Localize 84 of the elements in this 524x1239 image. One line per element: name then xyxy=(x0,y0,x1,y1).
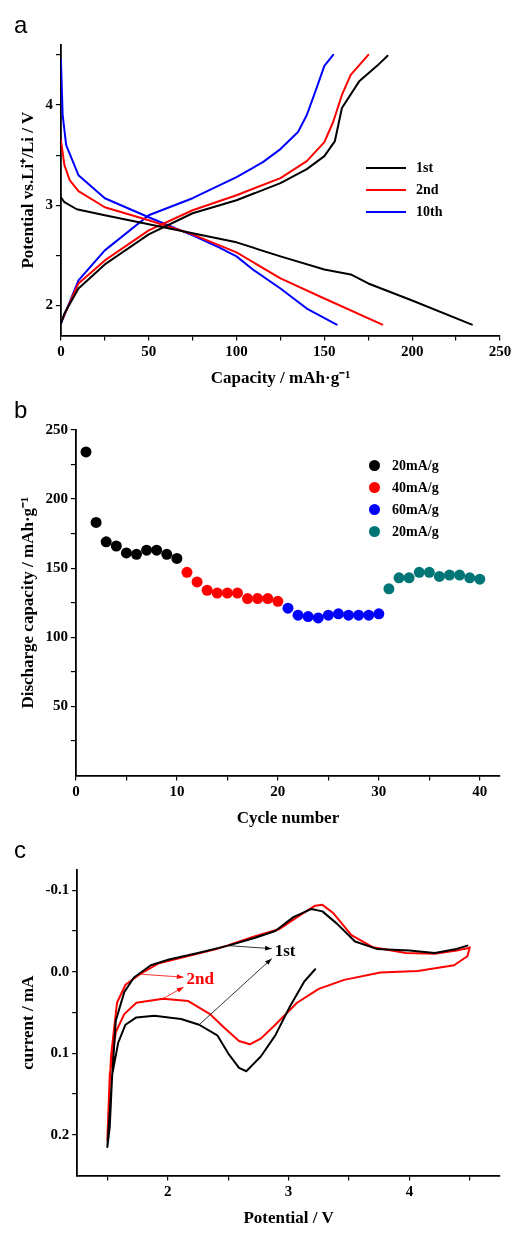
x-tick-label: 40 xyxy=(472,783,488,800)
point xyxy=(171,552,183,564)
point xyxy=(80,446,92,458)
x-axis-title: Potential / V xyxy=(243,1208,335,1228)
x-tick-label: 0 xyxy=(72,783,80,800)
annotation: 1st xyxy=(274,940,296,961)
x-tick-label: 150 xyxy=(313,343,336,360)
x-tick-label: 10 xyxy=(169,783,185,800)
y-axis-title: Discharge capacity / mAh·g⁻¹ xyxy=(17,496,37,709)
legend-label: 20mA/g xyxy=(392,457,439,474)
x-tick-label: 200 xyxy=(400,343,424,360)
y-tick-label: 2 xyxy=(45,296,53,313)
y-tick-label: 250 xyxy=(45,420,68,437)
legend-label: 2nd xyxy=(416,182,439,199)
point xyxy=(464,572,476,584)
legend-label: 20mA/g xyxy=(392,523,439,540)
point xyxy=(454,569,466,581)
y-tick-label: 50 xyxy=(52,697,68,714)
point xyxy=(141,544,153,556)
point xyxy=(373,608,385,620)
point xyxy=(302,611,314,623)
chart-title: a xyxy=(14,11,28,39)
x-tick-label: 4 xyxy=(405,1183,414,1200)
point xyxy=(151,544,163,556)
y-axis-title: Potential vs.Li⁺/Li / V xyxy=(17,111,37,269)
y-tick-label: 3 xyxy=(45,196,53,213)
y-tick-label: 0.0 xyxy=(50,962,70,979)
point xyxy=(363,609,375,621)
point xyxy=(242,593,254,605)
point xyxy=(211,587,223,599)
point xyxy=(120,547,132,559)
chart-title: b xyxy=(14,396,28,424)
point xyxy=(130,548,142,560)
x-tick-label: 0 xyxy=(57,343,65,360)
point xyxy=(332,608,344,620)
y-tick-label: -0.1 xyxy=(45,881,70,898)
point xyxy=(262,593,274,605)
point xyxy=(282,602,294,614)
annotation: 2nd xyxy=(186,969,214,990)
point xyxy=(312,612,324,624)
x-tick-label: 50 xyxy=(141,343,157,360)
point xyxy=(161,548,173,560)
y-tick-label: 4 xyxy=(45,95,54,112)
legend-label: 40mA/g xyxy=(392,479,439,496)
point xyxy=(191,576,203,588)
x-tick-label: 2 xyxy=(164,1183,172,1200)
point xyxy=(201,584,213,596)
y-axis-title: current / mA xyxy=(17,974,37,1070)
legend-label: 1st xyxy=(416,160,434,177)
x-axis-title: Cycle number xyxy=(236,808,340,828)
chart-title: c xyxy=(14,836,26,864)
x-tick-label: 30 xyxy=(371,783,387,800)
y-tick-label: 200 xyxy=(45,489,68,506)
x-tick-label: 100 xyxy=(225,343,248,360)
legend-label: 60mA/g xyxy=(392,501,439,518)
y-tick-label: 0.1 xyxy=(50,1044,70,1061)
legend-label: 10th xyxy=(416,204,443,221)
x-axis-title: Capacity / mAh·g⁻¹ xyxy=(210,368,351,388)
point xyxy=(90,516,102,528)
point xyxy=(444,569,456,581)
x-tick-label: 250 xyxy=(488,343,512,360)
point xyxy=(181,566,193,578)
point xyxy=(383,583,395,595)
point xyxy=(474,573,486,585)
point xyxy=(272,595,284,607)
y-tick-label: 0.2 xyxy=(50,1125,70,1142)
point xyxy=(393,572,405,584)
point xyxy=(110,540,122,552)
point xyxy=(252,593,264,605)
point xyxy=(433,570,445,582)
x-tick-label: 20 xyxy=(270,783,286,800)
point xyxy=(292,609,304,621)
point xyxy=(423,566,435,578)
point xyxy=(413,566,425,578)
point xyxy=(343,609,355,621)
x-tick-label: 3 xyxy=(284,1183,293,1200)
point xyxy=(100,536,112,548)
point xyxy=(322,609,334,621)
y-tick-label: 100 xyxy=(45,628,68,645)
point xyxy=(353,609,365,621)
point xyxy=(231,587,243,599)
y-tick-label: 150 xyxy=(45,558,68,575)
point xyxy=(221,587,233,599)
point xyxy=(403,572,415,584)
